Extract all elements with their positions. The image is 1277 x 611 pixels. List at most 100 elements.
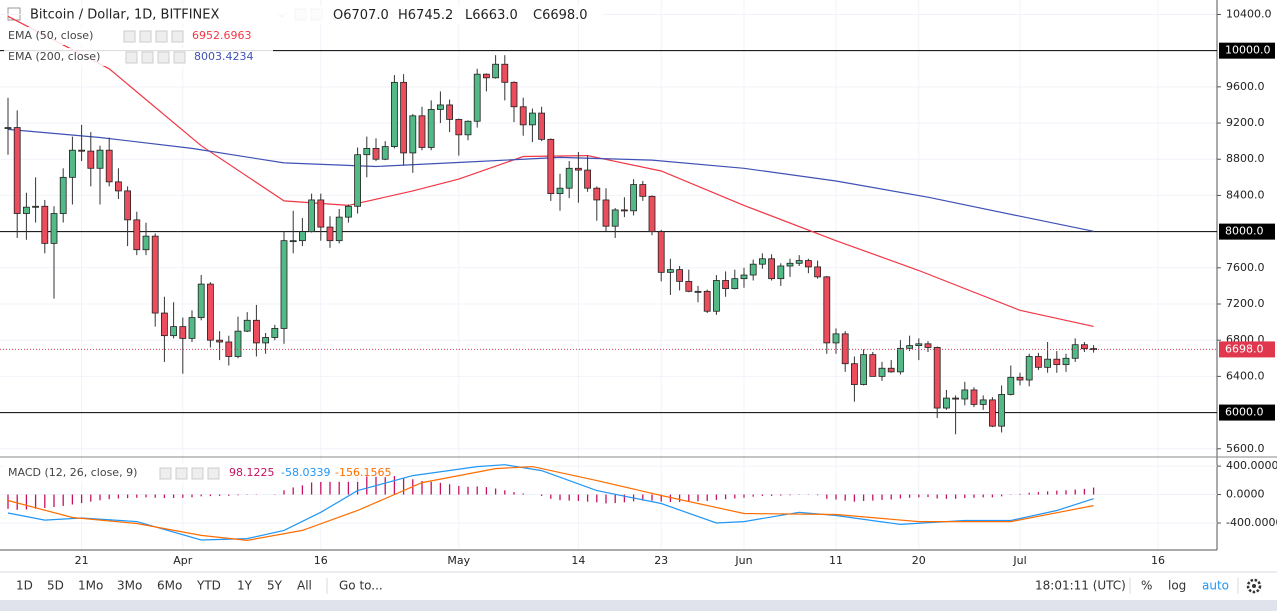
candle-body [317, 199, 325, 228]
range-button[interactable]: 6Mo [157, 579, 182, 593]
indicator-button[interactable] [141, 51, 154, 64]
candle-body [1090, 348, 1097, 351]
x-tick-label: 23 [654, 554, 668, 567]
range-button[interactable]: All [297, 579, 312, 593]
scale-option[interactable]: % [1141, 579, 1152, 593]
candle-body [409, 115, 417, 154]
indicator-button[interactable] [123, 30, 136, 43]
candle-body [722, 280, 729, 290]
level-label: 10000.0 [1225, 44, 1271, 57]
level-label-box [1219, 404, 1275, 421]
range-button[interactable]: 1D [16, 579, 33, 593]
macd-hist-value: 98.1225 [229, 466, 275, 479]
x-tick-label: 20 [912, 554, 926, 567]
candle-body [731, 278, 739, 290]
settings-gear[interactable] [1246, 578, 1262, 594]
macd-tick-label: 0.0000 [1226, 488, 1265, 501]
candle-body [897, 347, 904, 373]
ohlc-value: 6707.0 [343, 8, 389, 23]
candle-body [96, 149, 104, 169]
candle-body [418, 115, 426, 148]
candle-body [823, 276, 831, 344]
scale-option[interactable]: auto [1202, 579, 1229, 593]
candle-body [133, 219, 141, 251]
candle-body [639, 184, 647, 197]
candle-body [685, 280, 693, 292]
range-button[interactable]: 5Y [267, 579, 283, 593]
y-tick-label: 6400.0 [1226, 369, 1265, 382]
ohlc-key: H [398, 8, 408, 23]
indicator-name: EMA (50, close) [8, 29, 93, 42]
ohlc-readout: H6745.2 [398, 8, 453, 23]
ohlc-value: 6698.0 [542, 8, 588, 23]
candle-body [915, 343, 923, 347]
candle-body [621, 209, 628, 212]
gear-icon[interactable] [1246, 578, 1262, 594]
range-button[interactable]: YTD [196, 579, 221, 593]
candle-body [851, 363, 858, 385]
level-label: 6000.0 [1225, 406, 1264, 419]
candle-body [519, 106, 527, 126]
candle-body [565, 167, 573, 189]
y-tick-label: 7200.0 [1226, 297, 1265, 310]
candle-body [933, 347, 941, 409]
candle-body [795, 260, 803, 264]
range-button[interactable]: 1Mo [78, 579, 103, 593]
candle-body [280, 240, 288, 329]
candle-body [252, 319, 260, 344]
scale-option[interactable]: log [1168, 579, 1186, 593]
candle-body [381, 146, 389, 160]
indicator-button[interactable] [155, 30, 168, 43]
indicator-button[interactable] [191, 467, 204, 480]
indicator-button[interactable] [139, 30, 152, 43]
candle-body [78, 149, 85, 152]
candle-body [1035, 356, 1042, 368]
indicator-button[interactable] [171, 30, 184, 43]
candle-body [832, 333, 840, 344]
candle-body [749, 263, 757, 276]
indicator-button[interactable] [207, 467, 220, 480]
macd-tick-label: -400.0000 [1226, 516, 1277, 529]
indicator-button[interactable] [125, 51, 138, 64]
candle-body [179, 326, 187, 339]
candle-body [630, 184, 637, 212]
legend-bg [4, 48, 273, 66]
goto-button[interactable]: Go to... [339, 579, 383, 593]
candle-body [538, 112, 545, 140]
y-tick-label: 8800.0 [1226, 152, 1265, 165]
gear-center [1252, 584, 1256, 588]
y-tick-label: 9200.0 [1226, 116, 1265, 129]
indicator-value: 8003.4234 [194, 50, 254, 63]
candle-body [998, 394, 1005, 427]
candle-body [335, 216, 343, 242]
indicator-button[interactable] [175, 467, 188, 480]
candle-body [593, 187, 601, 201]
candle-body [602, 199, 610, 227]
candle-body [170, 326, 178, 337]
candle-body [611, 209, 619, 227]
candle-body [124, 190, 131, 221]
candle-body [703, 290, 711, 312]
ohlc-readout: C6698.0 [533, 8, 588, 23]
x-tick-label: 16 [1151, 554, 1165, 567]
candle-body [436, 104, 444, 110]
candle-body [308, 199, 316, 233]
indicator-button[interactable] [173, 51, 186, 64]
x-tick-label: Jul [1012, 554, 1026, 567]
indicator-button[interactable] [159, 467, 172, 480]
range-button[interactable]: 5D [47, 579, 64, 593]
indicator-button[interactable] [157, 51, 170, 64]
range-button[interactable]: 3Mo [117, 579, 142, 593]
candle-body [878, 367, 886, 377]
candle-body [160, 312, 168, 337]
y-tick-label: 10400.0 [1226, 7, 1272, 20]
candle-body [13, 127, 21, 214]
candle-body [234, 330, 242, 357]
last-price-label: 6698.0 [1225, 342, 1264, 355]
candle-body [924, 343, 932, 348]
candle-body [814, 266, 821, 278]
range-button[interactable]: 1Y [237, 579, 253, 593]
candle-body [1007, 376, 1015, 395]
